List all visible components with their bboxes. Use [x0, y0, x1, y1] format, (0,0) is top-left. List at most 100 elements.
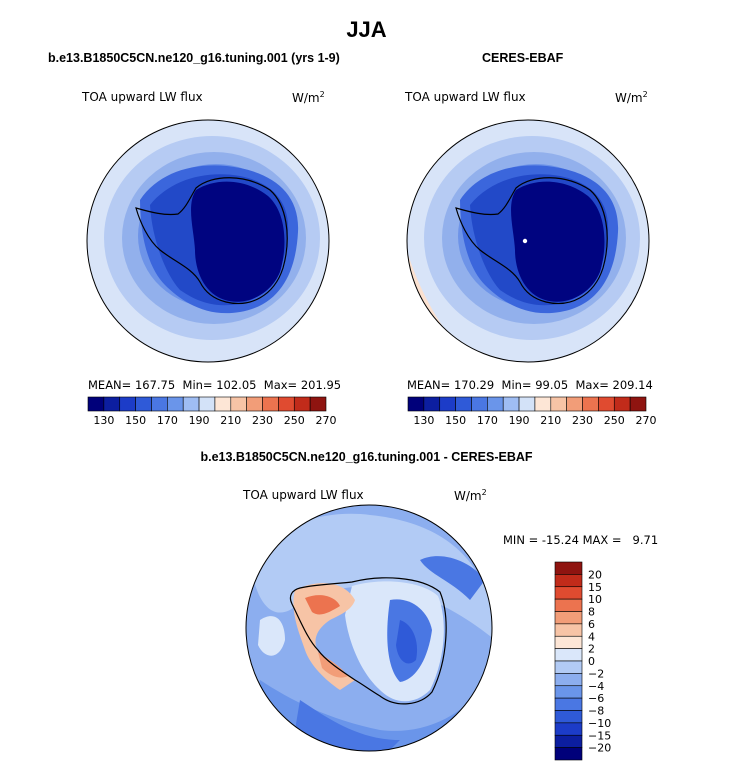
- colorbar-cell: [198, 396, 216, 412]
- coastline-obs: [455, 177, 608, 304]
- colorbar-cell: [582, 396, 599, 412]
- colorbar-cell: [554, 598, 583, 612]
- colorbar-tick-label: 250: [604, 414, 625, 427]
- colorbar-cell: [598, 396, 615, 412]
- colorbar-cell: [554, 586, 583, 600]
- colorbar-tick-label: 190: [509, 414, 530, 427]
- units-label-diff: W/m2: [454, 488, 487, 503]
- colorbar-cell: [309, 396, 327, 412]
- units-text: W/m: [615, 91, 643, 105]
- colorbar-tick-label: 0: [588, 655, 595, 668]
- min-value: -15.24: [541, 533, 579, 547]
- min-label: MIN =: [503, 533, 539, 547]
- colorbar-cell: [554, 710, 583, 724]
- colorbar-tick-label: −6: [588, 692, 604, 705]
- colorbar-cell: [554, 574, 583, 588]
- colorbar-cell: [87, 396, 105, 412]
- colorbar-tick-label: 270: [636, 414, 657, 427]
- colorbar-cell: [554, 722, 583, 736]
- colorbar-tick-label: 10: [588, 593, 602, 606]
- colorbar-cell: [293, 396, 311, 412]
- units-label-model: W/m2: [292, 90, 325, 105]
- colorbar-cell: [629, 396, 647, 412]
- colorbar-tick-label: 230: [572, 414, 593, 427]
- panel-title-model: b.e13.B1850C5CN.ne120_g16.tuning.001 (yr…: [48, 51, 340, 65]
- colorbar-cell: [554, 734, 583, 748]
- page-title: JJA: [346, 17, 387, 42]
- units-text: W/m: [292, 91, 320, 105]
- colorbar-cell: [554, 673, 583, 687]
- min-value: 99.05: [535, 378, 569, 392]
- units-label-obs: W/m2: [615, 90, 648, 105]
- colorbar-tick-label: 20: [588, 568, 602, 581]
- colorbar-cell: [262, 396, 279, 412]
- max-label: Max=: [263, 378, 298, 392]
- colorbar-model: 130 150 170 190 210 230 250 270: [87, 396, 337, 427]
- minmax-diff: MIN = -15.24 MAX = 9.71: [503, 533, 658, 547]
- colorbar-tick-label: 190: [189, 414, 210, 427]
- max-value: 201.95: [300, 378, 342, 392]
- colorbar-tick-label: 130: [413, 414, 434, 427]
- colorbar-cell: [471, 396, 488, 412]
- colorbar-tick-label: 150: [125, 414, 146, 427]
- colorbar-cell: [554, 623, 583, 637]
- variable-label-model: TOA upward LW flux: [82, 90, 203, 104]
- colorbar-cell: [554, 747, 583, 761]
- colorbar-cell: [554, 685, 583, 699]
- colorbar-cell: [182, 396, 200, 412]
- colorbar-cell: [455, 396, 472, 412]
- colorbar-tick-label: 4: [588, 630, 595, 643]
- colorbar-cell: [214, 396, 232, 412]
- map-model: [87, 120, 329, 362]
- colorbar-cell: [554, 697, 583, 711]
- map-border-model: [86, 119, 330, 363]
- map-border-obs: [406, 119, 650, 363]
- colorbar-tick-label: −20: [588, 742, 611, 755]
- variable-label-diff: TOA upward LW flux: [243, 488, 364, 502]
- max-value: 209.14: [612, 378, 653, 392]
- colorbar-tick-label: 130: [93, 414, 114, 427]
- min-label: Min=: [182, 378, 213, 392]
- colorbar-cell: [230, 396, 247, 412]
- stats-obs: MEAN= 170.29 Min= 99.05 Max= 209.14: [407, 378, 653, 392]
- units-text: W/m: [454, 489, 482, 503]
- units-exponent: 2: [319, 90, 325, 99]
- colorbar-tick-label: 210: [540, 414, 561, 427]
- colorbar-cell: [613, 396, 631, 412]
- colorbar-cell: [534, 396, 552, 412]
- colorbar-tick-label: 170: [477, 414, 498, 427]
- colorbar-tick-label: −4: [588, 680, 604, 693]
- colorbar-cell: [246, 396, 263, 412]
- colorbar-tick-label: −10: [588, 717, 611, 730]
- colorbar-cell: [502, 396, 520, 412]
- colorbar-obs: 130 150 170 190 210 230 250 270: [407, 396, 657, 427]
- stats-model: MEAN= 167.75 Min= 102.05 Max= 201.95: [88, 378, 341, 392]
- colorbar-tick-label: 210: [220, 414, 241, 427]
- units-exponent: 2: [642, 90, 648, 99]
- mean-label: MEAN=: [407, 378, 451, 392]
- max-label: Max=: [575, 378, 609, 392]
- map-border-diff: [245, 504, 493, 752]
- colorbar-cell: [278, 396, 295, 412]
- max-label: MAX =: [582, 533, 622, 547]
- colorbar-tick-label: 270: [316, 414, 337, 427]
- colorbar-cell: [487, 396, 504, 412]
- panel-title-diff: b.e13.B1850C5CN.ne120_g16.tuning.001 - C…: [200, 450, 533, 464]
- mean-value: 167.75: [134, 378, 176, 392]
- colorbar-cell: [119, 396, 136, 412]
- variable-label-obs: TOA upward LW flux: [405, 90, 526, 104]
- colorbar-cell: [554, 660, 583, 674]
- colorbar-cell: [439, 396, 456, 412]
- max-value: 9.71: [632, 533, 659, 547]
- coastline-model: [135, 177, 288, 304]
- colorbar-cell: [518, 396, 536, 412]
- colorbar-cell: [407, 396, 425, 412]
- map-obs: [407, 120, 649, 362]
- min-value: 102.05: [216, 378, 257, 392]
- mean-label: MEAN=: [88, 378, 132, 392]
- colorbar-cell: [423, 396, 441, 412]
- colorbar-tick-label: 8: [588, 606, 595, 619]
- colorbar-cell: [554, 635, 583, 649]
